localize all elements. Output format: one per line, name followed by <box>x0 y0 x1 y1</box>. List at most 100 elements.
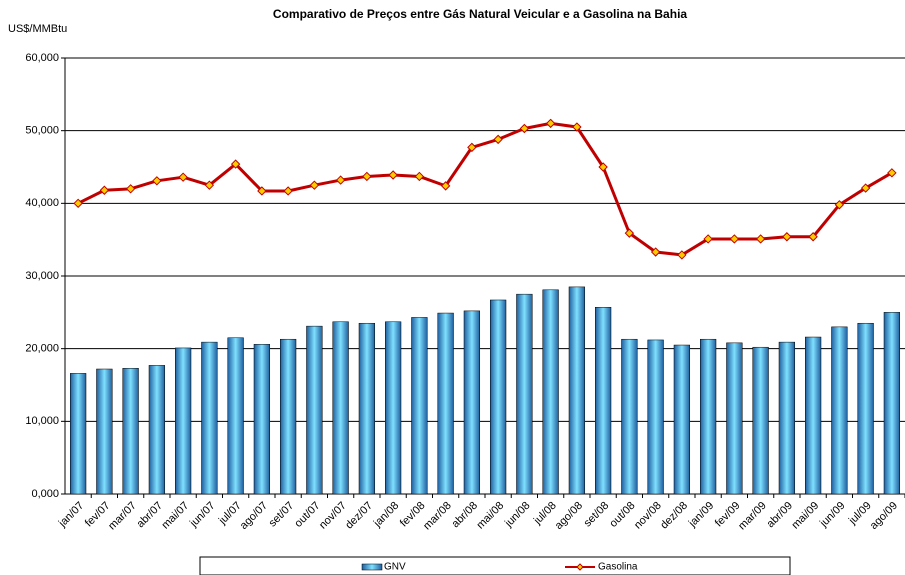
chart-title: Comparativo de Preços entre Gás Natural … <box>273 7 687 21</box>
x-tick-label: mai/08 <box>474 500 506 532</box>
legend-label: GNV <box>384 562 406 573</box>
bar <box>805 336 822 495</box>
marker <box>414 171 425 182</box>
bar <box>490 299 507 495</box>
marker <box>782 232 792 242</box>
marker <box>493 134 503 145</box>
marker <box>729 234 740 244</box>
x-tick-label: ago/07 <box>238 500 270 532</box>
y-tick-label: 0,000 <box>31 488 59 500</box>
legend-label: Gasolina <box>598 562 638 573</box>
x-tick-label: jun/08 <box>502 500 532 530</box>
y-tick-label: 20,000 <box>25 343 59 355</box>
marker <box>230 159 241 169</box>
x-tick-label: abr/09 <box>765 500 796 531</box>
line <box>77 121 893 257</box>
bar <box>778 341 795 495</box>
marker <box>834 200 845 210</box>
x-tick-label: jan/09 <box>686 500 716 530</box>
bar <box>857 322 874 495</box>
x-tick-label: mar/08 <box>421 500 454 533</box>
marker <box>99 185 110 195</box>
y-tick-label: 50,000 <box>25 125 59 137</box>
marker <box>467 142 477 153</box>
bar <box>831 326 848 495</box>
bar <box>542 289 559 495</box>
marker <box>362 171 372 182</box>
bar <box>122 368 139 495</box>
bar <box>175 347 192 495</box>
bar <box>752 346 769 495</box>
x-tick-label: mai/07 <box>159 500 191 532</box>
bar <box>516 293 533 495</box>
x-tick-label: nov/07 <box>317 500 349 532</box>
bar <box>96 368 113 495</box>
marker <box>624 228 635 238</box>
bar <box>595 306 612 495</box>
marker <box>677 250 687 260</box>
marker <box>572 122 582 132</box>
x-tick-label: jun/09 <box>817 500 847 530</box>
y-tick-label: 10,000 <box>25 415 59 427</box>
marker <box>755 234 766 244</box>
bar <box>411 317 428 495</box>
marker <box>650 247 661 257</box>
bar <box>148 365 165 495</box>
marker <box>257 186 267 196</box>
y-axis-title: US$/MMBtu <box>8 23 67 35</box>
marker <box>73 198 83 209</box>
bar <box>358 322 375 495</box>
bar <box>70 373 87 495</box>
bar <box>673 344 690 495</box>
marker <box>178 172 188 182</box>
bar <box>280 338 297 495</box>
marker <box>283 186 293 196</box>
marker <box>519 123 530 134</box>
bar <box>726 342 743 495</box>
x-tick-label: ago/09 <box>868 500 900 532</box>
x-tick-label: set/08 <box>582 500 612 530</box>
marker <box>388 170 398 180</box>
x-tick-label: jan/08 <box>371 500 401 530</box>
bar <box>700 338 717 495</box>
bar <box>306 325 323 495</box>
marker <box>703 234 713 244</box>
bar <box>647 339 664 495</box>
bar <box>883 312 900 495</box>
bar <box>463 310 480 495</box>
x-tick-label: abr/07 <box>135 500 166 531</box>
bar <box>568 286 585 495</box>
bar <box>227 337 244 495</box>
x-tick-label: dez/07 <box>343 500 375 532</box>
x-tick-label: mar/09 <box>736 500 769 533</box>
legend <box>199 556 791 575</box>
bar <box>385 321 402 495</box>
marker <box>204 180 215 190</box>
marker <box>335 175 346 185</box>
y-tick-label: 60,000 <box>25 52 59 64</box>
marker <box>808 232 818 242</box>
x-tick-label: jan/07 <box>56 500 86 530</box>
y-tick-label: 40,000 <box>25 197 59 209</box>
marker <box>545 118 556 129</box>
legend-swatch <box>361 563 383 571</box>
y-tick-label: 30,000 <box>25 270 59 282</box>
marker <box>860 183 871 193</box>
x-tick-label: ago/08 <box>553 500 585 532</box>
marker <box>152 176 162 186</box>
x-tick-label: abr/08 <box>450 500 481 531</box>
bar <box>437 312 454 495</box>
bar <box>253 344 270 495</box>
marker <box>598 162 608 172</box>
x-tick-label: jun/07 <box>187 500 217 530</box>
legend-marker <box>576 563 584 571</box>
marker <box>309 180 320 190</box>
x-tick-label: mar/07 <box>106 500 139 533</box>
x-tick-label: dez/08 <box>658 500 690 532</box>
marker <box>887 168 897 178</box>
x-tick-label: nov/08 <box>632 500 664 532</box>
bar <box>621 338 638 495</box>
marker <box>125 184 136 194</box>
x-tick-label: set/07 <box>267 500 297 530</box>
